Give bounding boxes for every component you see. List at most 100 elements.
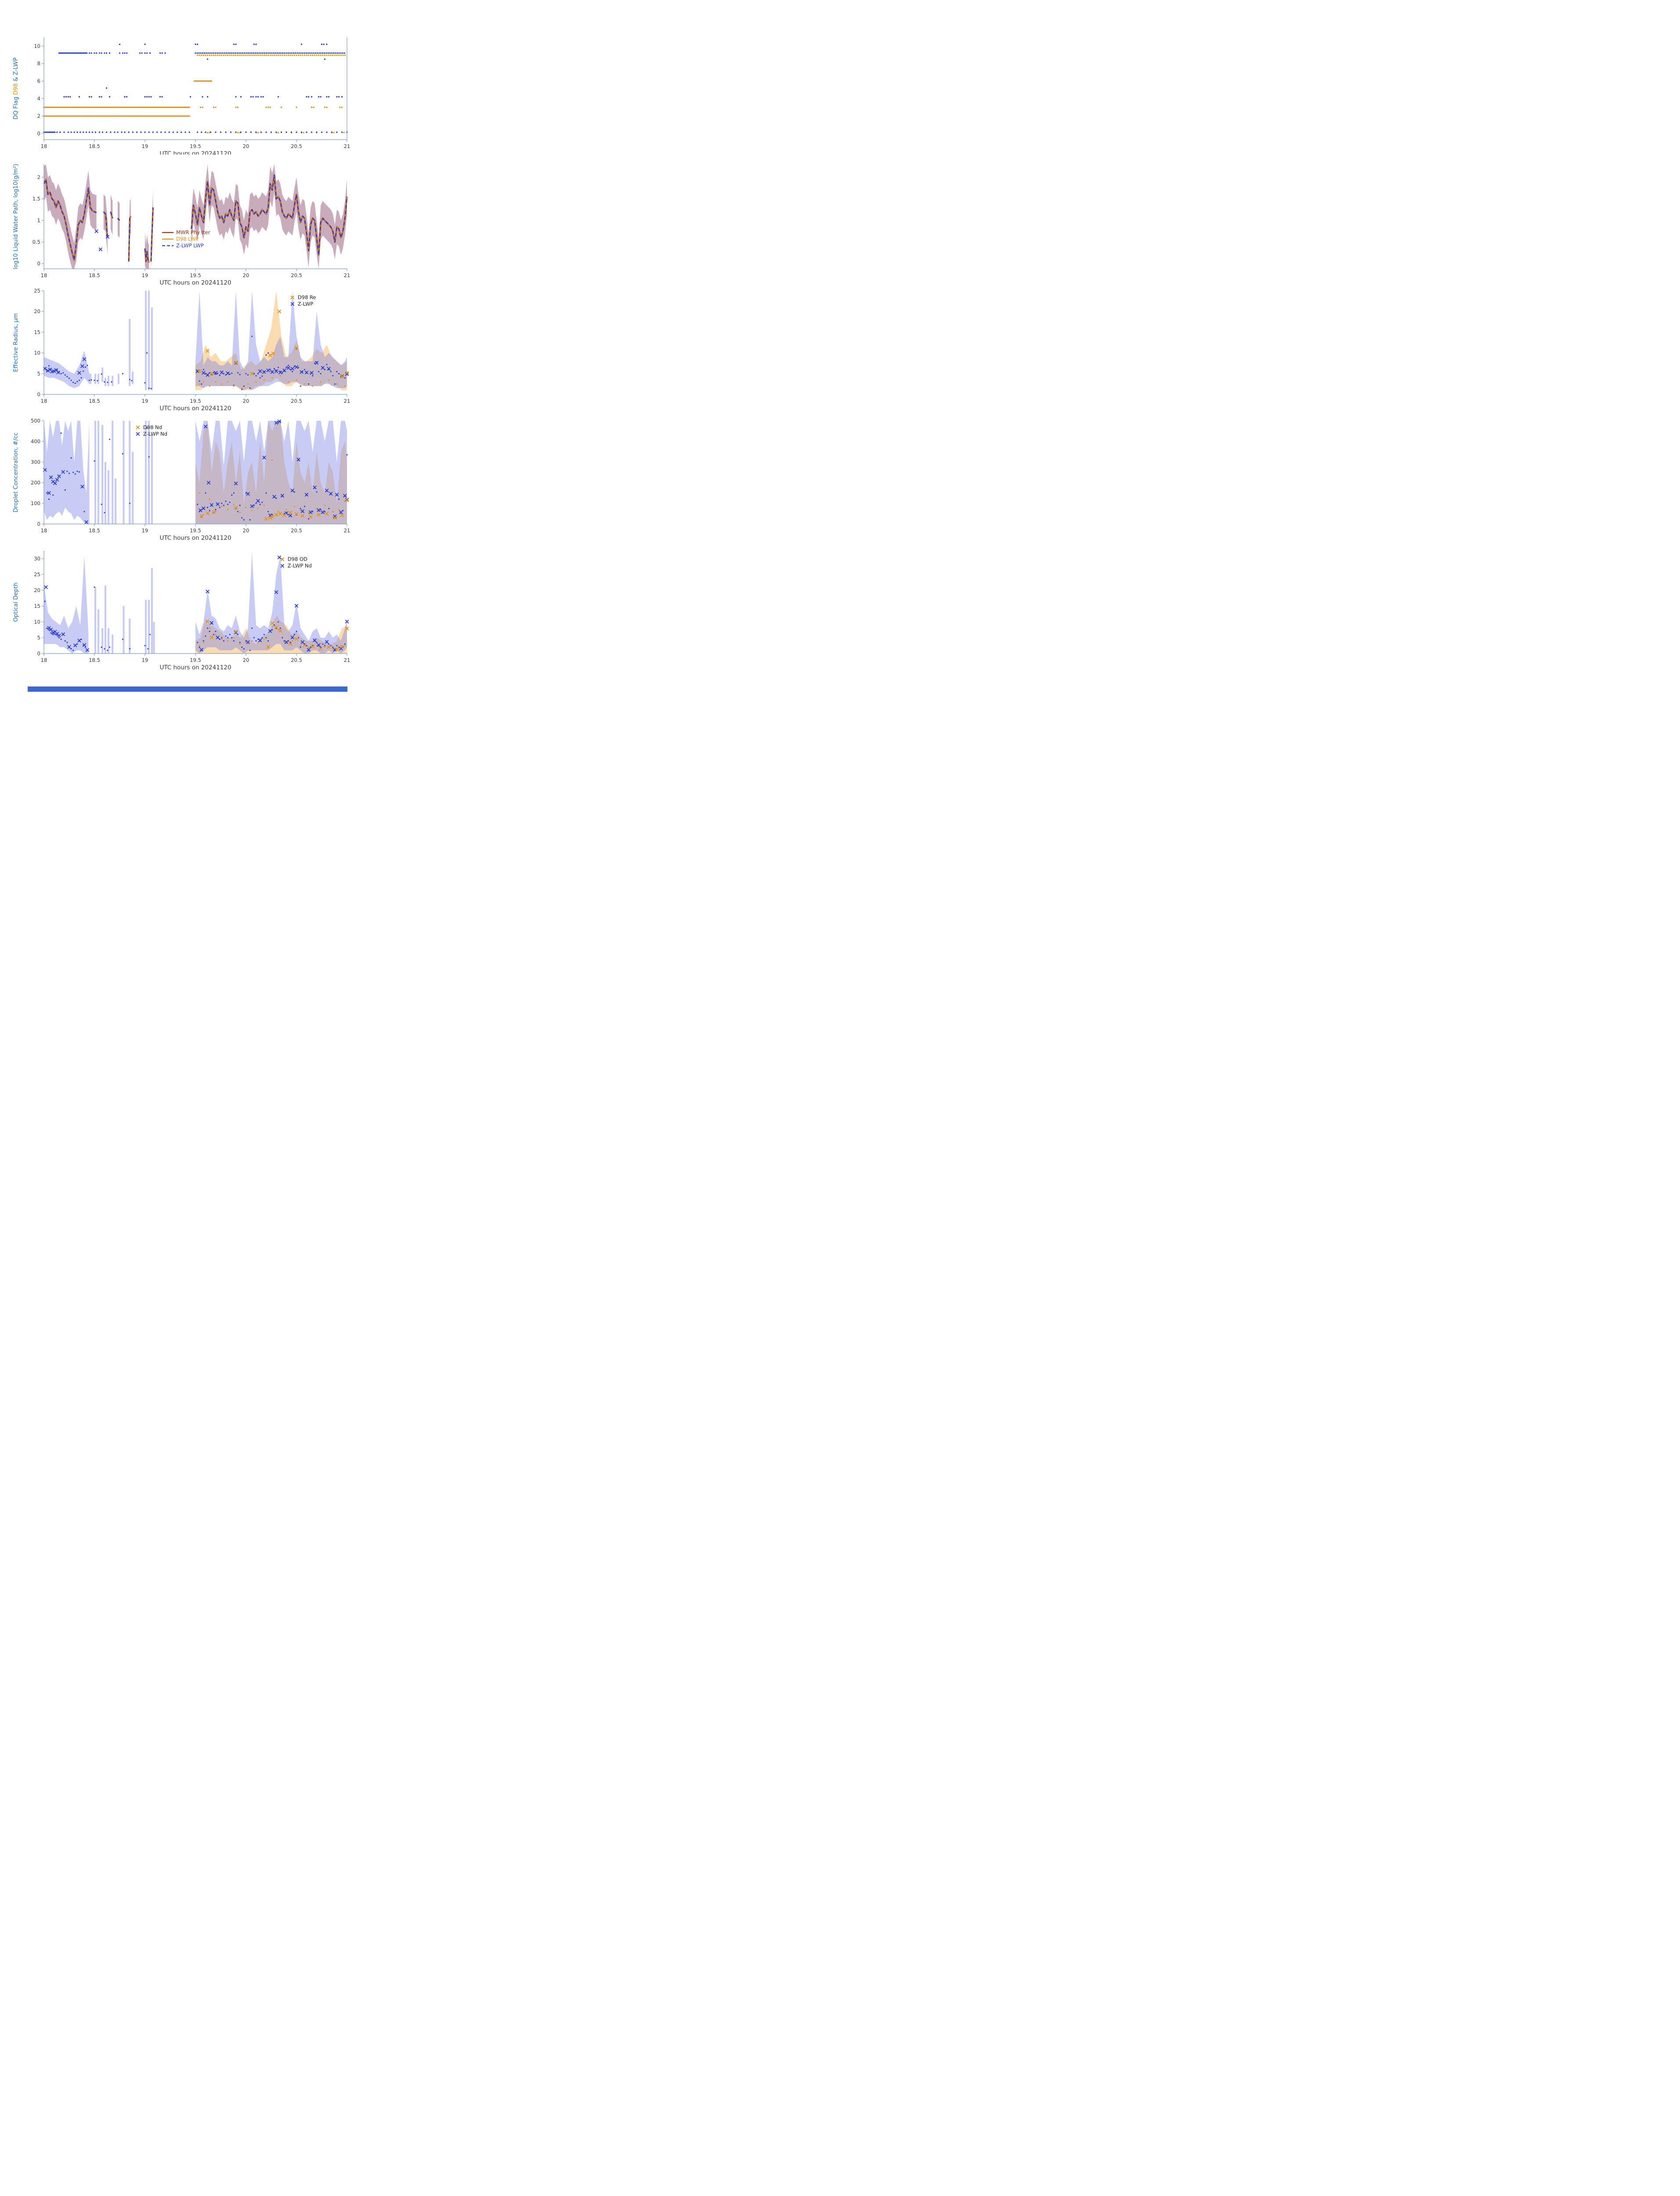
svg-text:19: 19: [142, 657, 148, 663]
svg-text:5: 5: [37, 635, 40, 641]
svg-text:10: 10: [34, 350, 40, 356]
zlwp-re-x: [43, 357, 349, 378]
legend: D98 ReZ-LWP: [290, 294, 316, 307]
x-axis-label: UTC hours on 20241120: [159, 664, 231, 671]
panel-optical-depth: 18 18.5 19 19.5 20 20.5 21 0 5 10 15 20 25 30 UTC hour…: [13, 551, 350, 671]
band: [94, 291, 153, 390]
svg-text:400: 400: [31, 438, 40, 444]
band: [94, 421, 153, 524]
svg-text:0: 0: [37, 391, 40, 397]
band: [195, 421, 347, 524]
svg-text:D98 Re: D98 Re: [298, 294, 316, 300]
re-orange-dots: [199, 375, 346, 389]
svg-text:2: 2: [37, 174, 40, 181]
svg-text:0.5: 0.5: [33, 239, 40, 245]
svg-text:19.5: 19.5: [190, 657, 201, 663]
svg-text:100: 100: [31, 500, 40, 506]
svg-text:19.5: 19.5: [190, 398, 201, 404]
d98-od-x: [206, 619, 349, 651]
svg-text:19: 19: [142, 272, 148, 278]
svg-text:19: 19: [142, 143, 148, 149]
svg-text:D98 Nd: D98 Nd: [143, 424, 162, 430]
svg-text:18.5: 18.5: [89, 272, 100, 278]
svg-text:20: 20: [243, 272, 249, 278]
svg-text:D98 OD: D98 OD: [288, 556, 307, 562]
svg-text:20: 20: [243, 398, 249, 404]
line-z-lwp-lwp: [43, 174, 347, 263]
svg-text:30: 30: [34, 556, 40, 562]
legend: D98 NdZ-LWP Nd: [136, 424, 167, 437]
svg-text:25: 25: [34, 571, 40, 578]
axes: 18 18.5 19 19.5 20 20.5 21 0 0.5 1 1.5 2 UTC hours o…: [13, 164, 350, 286]
svg-text:D98 LWP: D98 LWP: [176, 236, 199, 242]
d98-nd-x: [199, 498, 349, 521]
svg-text:0: 0: [37, 130, 40, 137]
zlwp-isolated-markers: [94, 229, 109, 251]
x-axis-label: UTC hours on 20241120: [159, 535, 231, 542]
svg-text:10: 10: [34, 619, 40, 625]
svg-text:2: 2: [37, 113, 40, 119]
svg-text:0: 0: [37, 650, 40, 657]
axes: 18 18.5 19 19.5 20 20.5 21 0 100 200 300 400 500 UTC …: [13, 418, 350, 542]
y-axis-label: log10 Liquid Water Path, log10(g/m²): [13, 164, 19, 269]
svg-text:15: 15: [34, 329, 40, 335]
x-axis-label: UTC hours on 20241120: [159, 150, 231, 155]
band: [195, 552, 347, 654]
svg-text:1: 1: [37, 217, 40, 224]
bottom-blue-bar: [28, 686, 347, 692]
band: [44, 421, 90, 524]
svg-text:Z-LWP: Z-LWP: [298, 301, 314, 307]
svg-text:20: 20: [243, 527, 249, 534]
svg-text:18.5: 18.5: [89, 657, 100, 663]
d98-flag-dots: [43, 54, 346, 134]
svg-text:Z-LWP LWP: Z-LWP LWP: [176, 242, 204, 249]
svg-text:20: 20: [34, 308, 40, 314]
nd-orange-dots: [199, 459, 346, 516]
svg-text:20.5: 20.5: [291, 527, 302, 534]
svg-text:20.5: 20.5: [291, 272, 302, 278]
svg-text:4: 4: [37, 95, 40, 101]
svg-text:19: 19: [142, 527, 148, 534]
svg-text:300: 300: [31, 459, 40, 465]
svg-text:21: 21: [344, 527, 350, 534]
svg-text:20.5: 20.5: [291, 657, 302, 663]
svg-text:19.5: 19.5: [190, 272, 201, 278]
y-axis-label: Optical Depth: [13, 582, 19, 622]
band: [195, 291, 347, 390]
axes: 18 18.5 19 19.5 20 20.5 21 0 5 10 15 20 25 30 UTC hour…: [13, 551, 350, 671]
svg-text:20: 20: [243, 657, 249, 663]
svg-text:19: 19: [142, 398, 148, 404]
zlwp-nd-x: [43, 419, 349, 524]
legend: D98 ODZ-LWP Nd: [280, 556, 312, 569]
od-orange-dots: [199, 626, 346, 650]
svg-text:19.5: 19.5: [190, 527, 201, 534]
svg-text:18.5: 18.5: [89, 527, 100, 534]
svg-text:15: 15: [34, 603, 40, 609]
band: [195, 615, 347, 654]
d98-re-x: [198, 310, 349, 379]
svg-text:10: 10: [34, 43, 40, 49]
svg-text:200: 200: [31, 480, 40, 486]
y-axis-label: DQ Flag D98 & Z-LWP: [13, 58, 19, 119]
zlwp-od-x: [44, 556, 349, 652]
svg-text:5: 5: [37, 371, 40, 377]
svg-text:MWR Phy Iter: MWR Phy Iter: [176, 229, 210, 235]
svg-text:18: 18: [41, 527, 47, 534]
svg-text:6: 6: [37, 78, 40, 84]
svg-text:21: 21: [344, 398, 350, 404]
axes: 18 18.5 19 19.5 20 20.5 21 0 5 10 15 20 25 UTC hours …: [13, 288, 350, 412]
svg-text:18: 18: [41, 143, 47, 149]
svg-text:0: 0: [37, 521, 40, 527]
svg-text:21: 21: [344, 143, 350, 149]
svg-text:20.5: 20.5: [291, 398, 302, 404]
svg-text:21: 21: [344, 657, 350, 663]
svg-text:8: 8: [37, 61, 40, 67]
y-axis-label: Droplet Concentration, #/cc: [13, 433, 19, 513]
svg-text:18: 18: [41, 657, 47, 663]
panel-dq-flag: 18 18.5 19 19.5 20 20.5 21 0 2 4 6 8 10 UTC hours on …: [13, 37, 350, 155]
svg-text:500: 500: [31, 418, 40, 424]
band: [94, 568, 155, 654]
figure: 18 18.5 19 19.5 20 20.5 21 0 2 4 6 8 10 UTC hours on …: [0, 0, 448, 703]
svg-text:18: 18: [41, 398, 47, 404]
axes: 18 18.5 19 19.5 20 20.5 21 0 2 4 6 8 10 UTC hours on …: [13, 37, 350, 155]
